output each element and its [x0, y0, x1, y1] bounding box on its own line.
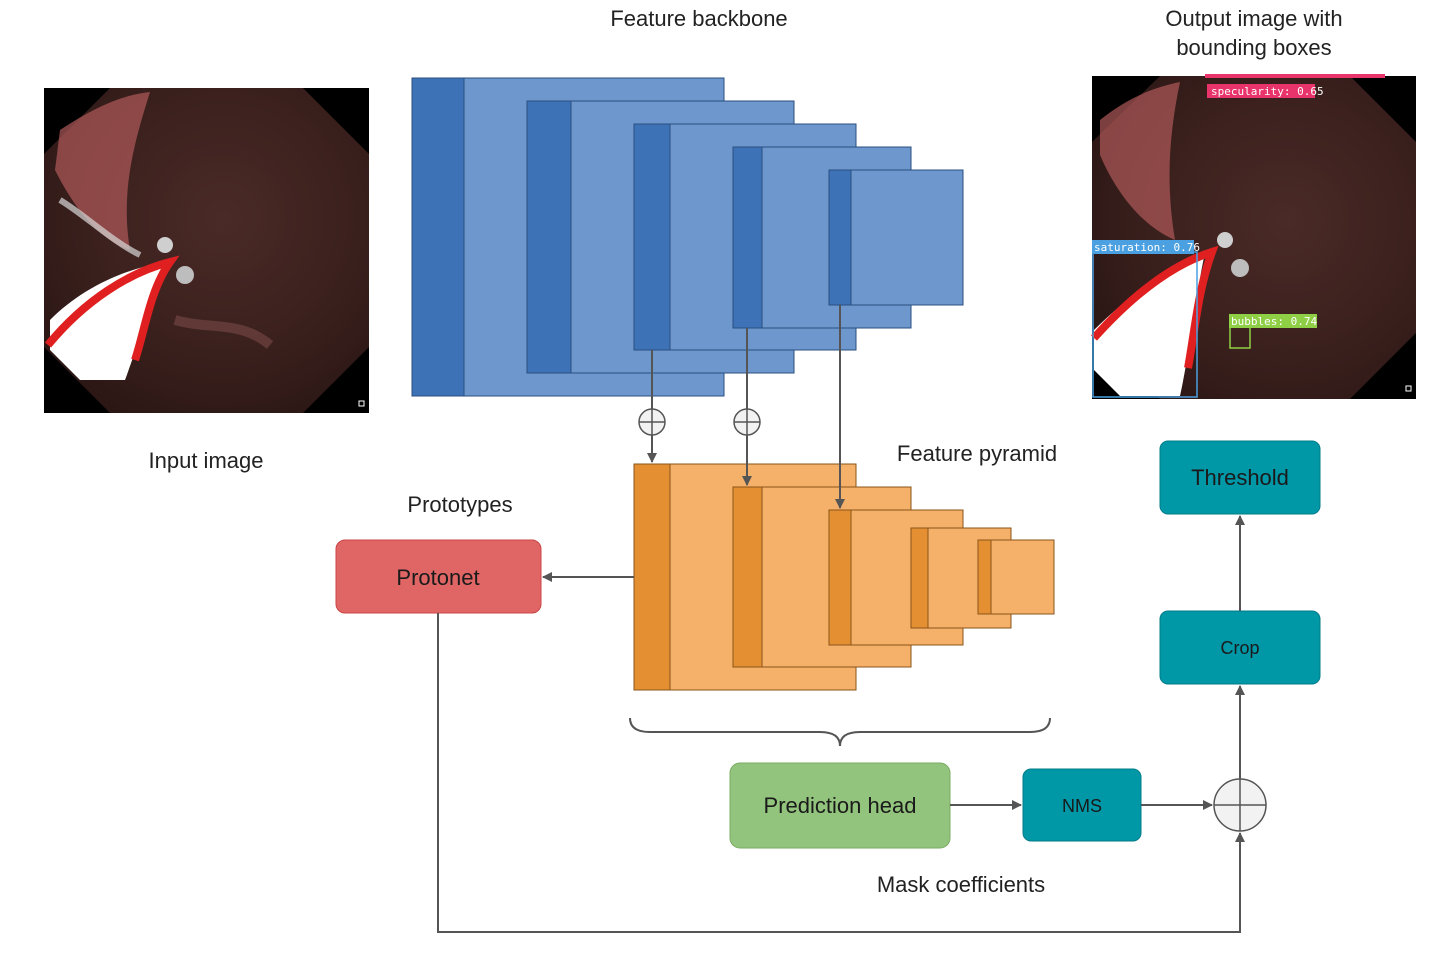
- feature-backbone-label: Feature backbone: [610, 6, 787, 31]
- output-image-label-line1: Output image with: [1165, 6, 1342, 31]
- pyramid-layer-5: [977, 539, 1055, 615]
- flow-arrows: [437, 515, 1245, 933]
- nms-box: NMS: [1022, 768, 1142, 842]
- combine-sum-node: [1213, 778, 1267, 832]
- detection-tag-specularity: specularity: 0.65: [1207, 84, 1324, 98]
- crop-label: Crop: [1220, 638, 1259, 658]
- sum-node-1: [638, 408, 666, 436]
- output-image-label-line2: bounding boxes: [1176, 35, 1331, 60]
- prediction-head-box: Prediction head: [729, 762, 951, 849]
- detection-label-specularity: specularity: 0.65: [1211, 85, 1324, 98]
- mask-coefficients-label: Mask coefficients: [877, 872, 1045, 897]
- backbone-to-pyramid-connections: [638, 305, 845, 509]
- backbone-layer-5: [828, 169, 964, 306]
- detection-tag-saturation: saturation: 0.76: [1092, 240, 1200, 254]
- feature-pyramid-label: Feature pyramid: [897, 441, 1057, 466]
- arrow-protonet-to-combine: [437, 613, 1245, 933]
- crop-box: Crop: [1159, 610, 1321, 685]
- threshold-box: Threshold: [1159, 440, 1321, 515]
- prototypes-label: Prototypes: [407, 492, 512, 517]
- input-endoscopy-image: [44, 88, 369, 413]
- pyramid-brace: [629, 717, 1051, 747]
- threshold-label: Threshold: [1191, 465, 1289, 490]
- detection-tag-bubbles: bubbles: 0.74: [1229, 314, 1317, 328]
- nms-label: NMS: [1062, 796, 1102, 816]
- detection-label-bubbles: bubbles: 0.74: [1231, 315, 1317, 328]
- output-endoscopy-image: [1091, 74, 1416, 399]
- sum-node-2: [733, 408, 761, 436]
- protonet-label: Protonet: [396, 565, 479, 590]
- prediction-head-label: Prediction head: [764, 793, 917, 818]
- feature-backbone-stack: [411, 77, 964, 397]
- protonet-box: Protonet: [335, 539, 542, 614]
- input-image-label: Input image: [149, 448, 264, 473]
- feature-pyramid-stack: [633, 463, 1055, 691]
- detection-label-saturation: saturation: 0.76: [1094, 241, 1200, 254]
